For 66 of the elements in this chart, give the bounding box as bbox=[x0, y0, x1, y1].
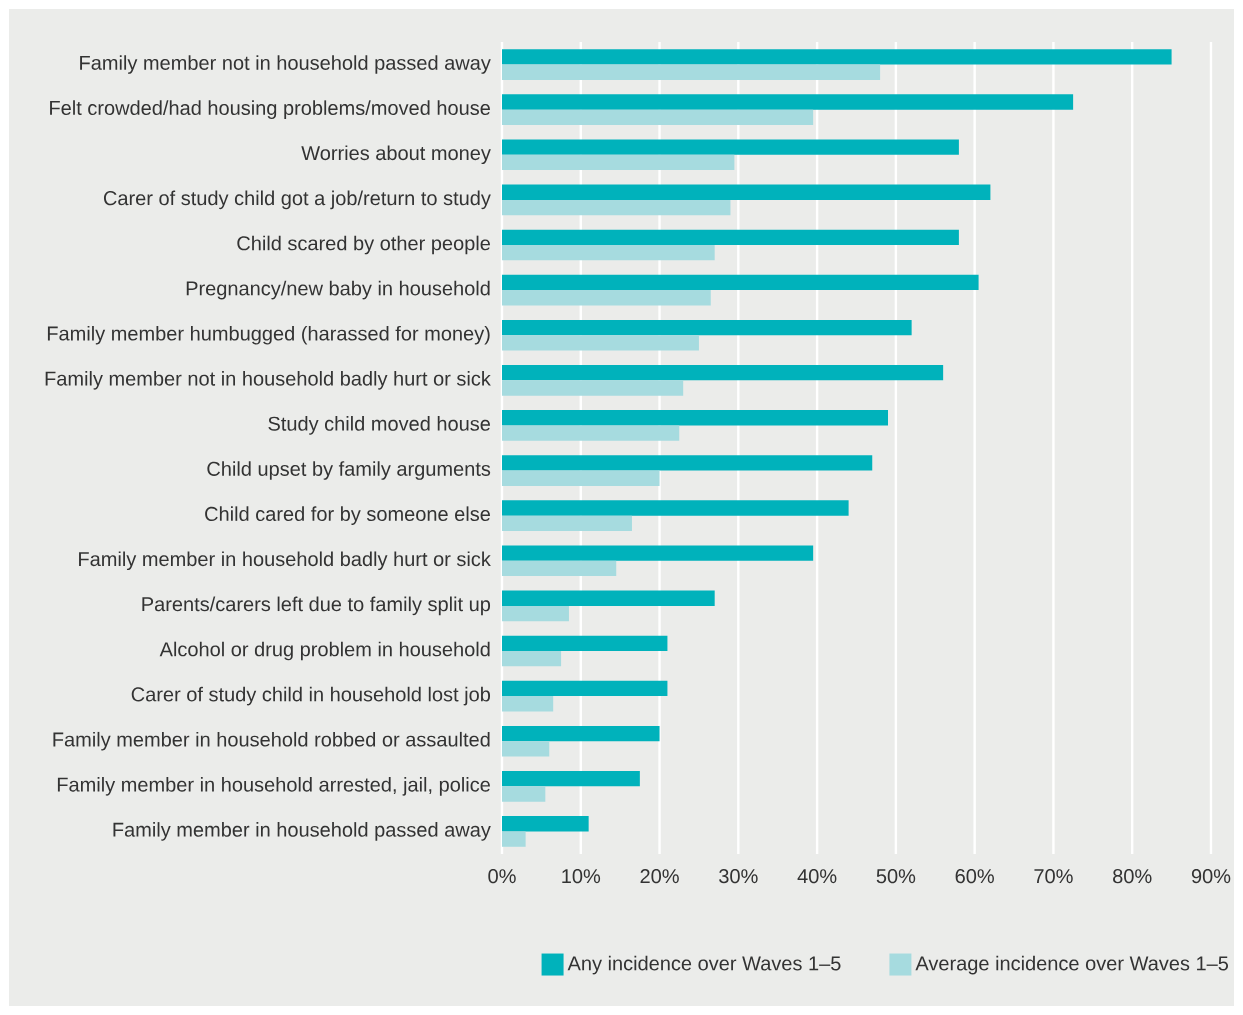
bar bbox=[502, 635, 668, 651]
bar bbox=[502, 651, 562, 667]
bar bbox=[502, 770, 640, 787]
legend-label: Average incidence over Waves 1–5 bbox=[915, 955, 1229, 975]
bar bbox=[502, 545, 814, 561]
x-tick-label: 50% bbox=[876, 869, 916, 884]
y-tick-label: Child cared for by someone else bbox=[205, 506, 490, 525]
y-tick-label: Family member not in household badly hurt or sick bbox=[45, 371, 491, 390]
bar bbox=[502, 680, 668, 697]
y-tick-label: Felt crowded/had housing problems/moved house bbox=[50, 100, 490, 119]
x-tick-label: 10% bbox=[562, 869, 601, 884]
x-tick-label: 60% bbox=[955, 869, 994, 884]
bar bbox=[502, 184, 991, 200]
x-tick-label: 20% bbox=[640, 869, 679, 884]
bar bbox=[502, 455, 873, 471]
x-tick-label: 80% bbox=[1113, 869, 1152, 884]
bar bbox=[502, 94, 1074, 110]
bar bbox=[502, 560, 617, 577]
bar bbox=[502, 816, 589, 832]
x-tick-label: 0% bbox=[488, 869, 516, 884]
bar bbox=[502, 515, 632, 531]
legend-label: Any incidence over Waves 1–5 bbox=[567, 955, 841, 975]
bar bbox=[502, 229, 959, 245]
bar bbox=[502, 199, 731, 216]
y-tick-label: Family member in household arrested, jail, police bbox=[57, 777, 490, 796]
y-tick-label: Alcohol or drug problem in household bbox=[159, 641, 490, 661]
y-tick-label: Family member in household badly hurt or sick bbox=[79, 551, 491, 571]
y-tick-label: Pregnancy/new baby in household bbox=[186, 280, 490, 300]
bar bbox=[502, 741, 550, 757]
bar bbox=[502, 786, 546, 802]
bar bbox=[502, 425, 680, 441]
y-tick-label: Family member in household passed away bbox=[113, 822, 491, 841]
bar bbox=[502, 605, 569, 622]
bar bbox=[502, 696, 554, 712]
x-tick-label: 30% bbox=[719, 869, 758, 884]
bar bbox=[502, 364, 944, 381]
y-tick-label: Child upset by family arguments bbox=[207, 461, 491, 480]
y-tick-label: Worries about money bbox=[301, 145, 491, 165]
bar bbox=[502, 500, 849, 516]
bar bbox=[502, 290, 711, 306]
bar bbox=[502, 725, 660, 742]
bar bbox=[502, 380, 684, 396]
bar bbox=[502, 831, 526, 847]
bar bbox=[502, 154, 735, 171]
bar bbox=[502, 49, 1172, 65]
y-tick-label: Family member in household robbed or assaulted bbox=[53, 731, 490, 751]
bar bbox=[502, 410, 888, 426]
y-tick-label: Family member humbugged (harassed for money) bbox=[47, 325, 490, 345]
y-tick-label: Parents/carers left due to family split up bbox=[142, 596, 491, 616]
y-tick-label: Study child moved house bbox=[268, 416, 490, 435]
bar bbox=[502, 139, 959, 155]
bar bbox=[502, 64, 881, 80]
bar bbox=[502, 319, 912, 336]
y-tick-label: Carer of study child got a job/return to study bbox=[103, 190, 491, 210]
x-tick-label: 40% bbox=[797, 869, 837, 884]
y-tick-label: Carer of study child in household lost job bbox=[131, 686, 491, 706]
x-tick-label: 90% bbox=[1191, 869, 1231, 884]
bar bbox=[502, 470, 660, 486]
y-tick-label: Family member not in household passed away bbox=[80, 55, 491, 74]
bar bbox=[502, 109, 814, 125]
bar bbox=[502, 274, 979, 291]
x-tick-label: 70% bbox=[1034, 869, 1073, 884]
bar bbox=[502, 335, 699, 351]
y-tick-label: Child scared by other people bbox=[237, 235, 490, 255]
bar bbox=[502, 590, 715, 606]
bar bbox=[502, 244, 715, 261]
